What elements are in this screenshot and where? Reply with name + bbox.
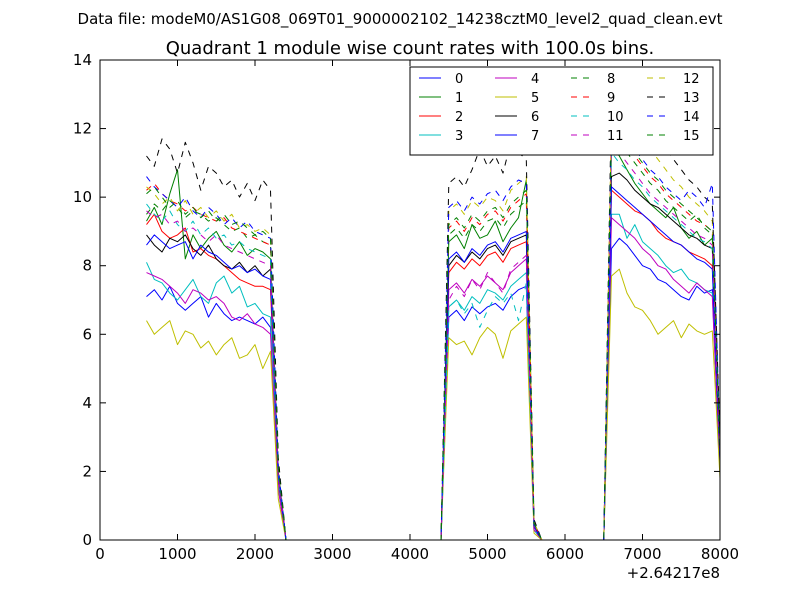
series-line-1 xyxy=(146,145,720,540)
legend-label-2: 2 xyxy=(455,110,463,125)
chart-title: Quadrant 1 module wise count rates with … xyxy=(166,38,655,59)
x-tick-label: 0 xyxy=(95,545,105,563)
y-tick-label: 4 xyxy=(82,394,92,412)
series-line-5 xyxy=(146,268,720,540)
legend-label-9: 9 xyxy=(607,91,615,106)
legend-label-3: 3 xyxy=(455,129,463,144)
legend-label-6: 6 xyxy=(531,110,539,125)
x-axis: 0 1000 2000 3000 4000 5000 6000 7000 8000 xyxy=(95,60,739,563)
legend-label-1: 1 xyxy=(455,91,463,106)
series-line-6 xyxy=(146,172,720,540)
legend-label-8: 8 xyxy=(607,72,615,87)
figure-suptitle: Data file: modeM0/AS1G08_069T01_90000021… xyxy=(78,10,723,29)
y-tick-label: 6 xyxy=(82,325,92,343)
legend-label-10: 10 xyxy=(607,110,624,125)
series-line-3 xyxy=(146,213,720,540)
x-tick-label: 7000 xyxy=(623,545,661,563)
y-tick-label: 2 xyxy=(82,462,92,480)
x-tick-label: 2000 xyxy=(236,545,274,563)
legend-label-7: 7 xyxy=(531,129,539,144)
x-tick-label: 8000 xyxy=(701,545,739,563)
y-tick-label: 14 xyxy=(73,51,92,69)
y-tick-label: 8 xyxy=(82,257,92,275)
x-offset-label: +2.64217e8 xyxy=(627,564,720,582)
y-tick-label: 0 xyxy=(82,531,92,549)
series-line-7 xyxy=(146,186,720,540)
series-line-4 xyxy=(146,217,720,540)
x-tick-label: 4000 xyxy=(391,545,429,563)
series-line-2 xyxy=(146,189,720,540)
y-tick-label: 12 xyxy=(73,120,92,138)
legend-label-12: 12 xyxy=(683,72,700,87)
legend-label-0: 0 xyxy=(455,72,463,87)
legend-label-5: 5 xyxy=(531,91,539,106)
y-tick-label: 10 xyxy=(73,188,92,206)
x-tick-label: 1000 xyxy=(158,545,196,563)
series-line-10 xyxy=(146,152,720,540)
x-tick-label: 6000 xyxy=(546,545,584,563)
x-tick-label: 5000 xyxy=(468,545,506,563)
series-line-11 xyxy=(146,145,720,540)
legend-label-11: 11 xyxy=(607,129,624,144)
legend-label-13: 13 xyxy=(683,91,700,106)
legend-label-4: 4 xyxy=(531,72,539,87)
legend-label-14: 14 xyxy=(683,110,700,125)
x-tick-label: 3000 xyxy=(313,545,351,563)
legend-box xyxy=(409,66,714,156)
legend-label-15: 15 xyxy=(683,129,700,144)
